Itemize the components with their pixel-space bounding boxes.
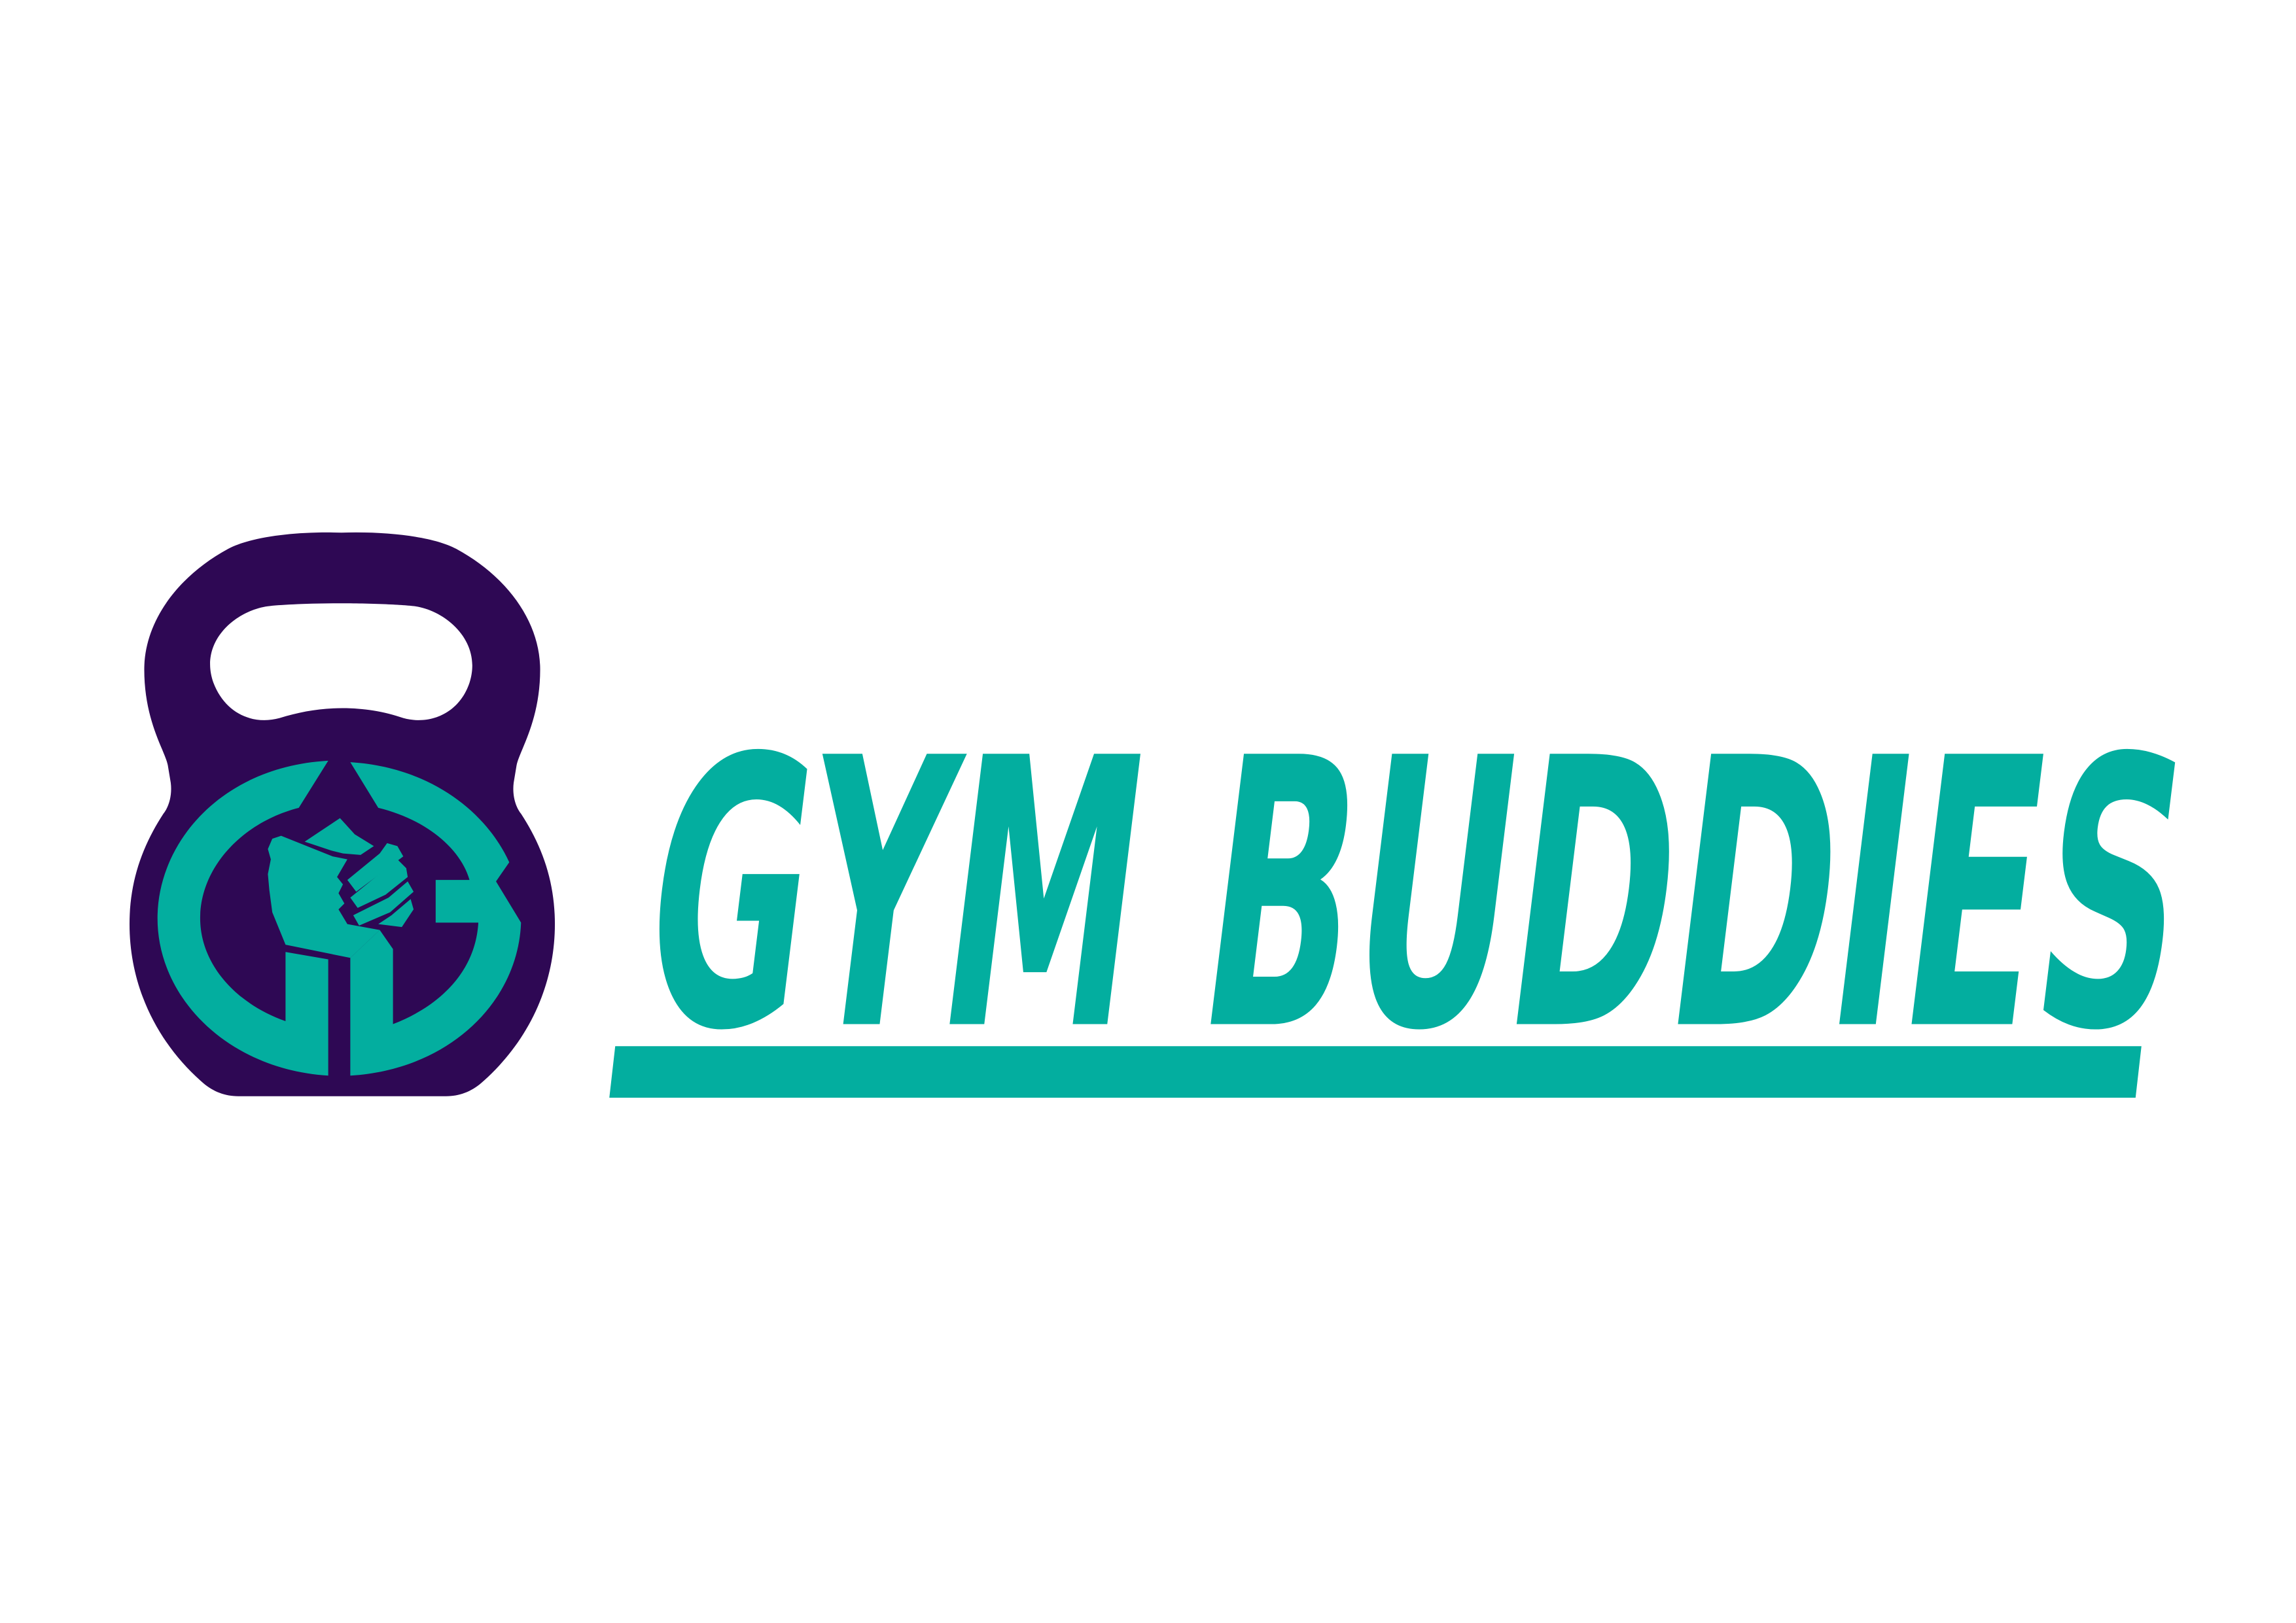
palm bbox=[268, 835, 380, 958]
finger-3 bbox=[353, 881, 414, 926]
letter-g-left bbox=[157, 760, 328, 1076]
finger-4 bbox=[378, 899, 414, 928]
brand-name: GYM BUDDIES bbox=[625, 681, 2208, 1113]
wordmark: GYM BUDDIES bbox=[609, 681, 2208, 1113]
fist bbox=[268, 818, 414, 958]
kettlebell-handle-hole bbox=[210, 603, 472, 720]
letter-g-right bbox=[350, 762, 521, 1076]
finger-1 bbox=[347, 843, 404, 892]
underline-bar bbox=[609, 1046, 2142, 1098]
kettlebell-icon bbox=[129, 532, 556, 1096]
thumb bbox=[304, 818, 374, 855]
finger-2 bbox=[350, 859, 408, 908]
